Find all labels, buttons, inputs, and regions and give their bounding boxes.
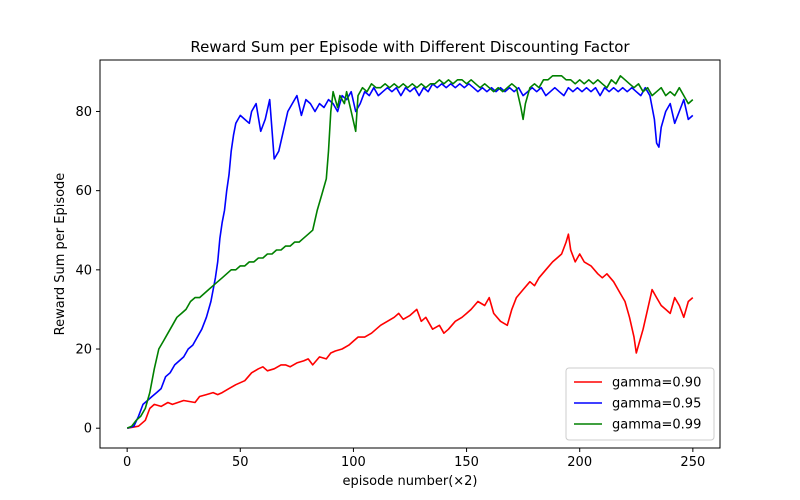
y-tick-label: 60 [75, 184, 92, 199]
x-tick-label: 250 [680, 455, 705, 470]
x-tick-label: 50 [232, 455, 249, 470]
y-tick-label: 80 [75, 105, 92, 120]
x-tick-label: 0 [123, 455, 131, 470]
legend-label: gamma=0.99 [612, 418, 701, 433]
x-tick-label: 100 [341, 455, 366, 470]
y-axis-title: Reward Sum per Episode [53, 173, 68, 336]
series-lines [126, 75, 694, 429]
y-tick-label: 40 [75, 263, 92, 278]
x-tick-label: 200 [567, 455, 592, 470]
y-axis-ticks: 0 20 40 60 80 [75, 105, 100, 437]
y-tick-label: 20 [75, 343, 92, 358]
legend: gamma=0.90 gamma=0.95 gamma=0.99 [565, 367, 715, 441]
series-line-3 [126, 75, 694, 429]
series-line-2 [126, 83, 694, 429]
x-tick-label: 150 [454, 455, 479, 470]
legend-box [565, 367, 715, 441]
chart-title: Reward Sum per Episode with Different Di… [190, 38, 630, 56]
x-axis-title: episode number(×2) [342, 474, 477, 489]
series-line-1 [127, 233, 694, 429]
y-tick-label: 0 [84, 422, 92, 437]
legend-label: gamma=0.95 [612, 397, 701, 412]
legend-label: gamma=0.90 [612, 376, 701, 391]
plot-frame [99, 59, 721, 449]
x-axis-ticks: 0 50 100 150 200 250 [123, 448, 705, 470]
